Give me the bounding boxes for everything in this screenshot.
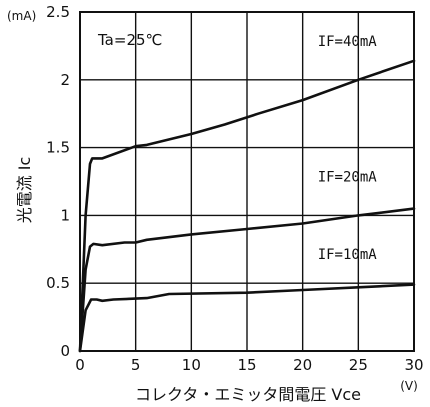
x-axis-title: コレクタ・エミッタ間電圧 Vce <box>135 385 361 404</box>
y-axis-title: 光電流 Ic <box>15 157 34 224</box>
y-tick-label-1: 0.5 <box>46 274 70 292</box>
series-label-0: IF=40mA <box>318 34 378 50</box>
series-label-1: IF=20mA <box>318 170 378 186</box>
series-label-2: IF=10mA <box>318 247 378 263</box>
y-tick-label-5: 2.5 <box>46 3 70 21</box>
x-axis-unit: (V) <box>400 379 418 393</box>
series-line-2 <box>78 283 416 353</box>
y-axis-unit: (mA) <box>7 9 36 23</box>
plot-frame <box>79 11 415 352</box>
series-line-1 <box>78 207 416 353</box>
grid-lines <box>80 12 414 351</box>
x-tick-label-2: 10 <box>182 356 201 374</box>
annotation-temperature: Ta=25℃ <box>97 31 162 49</box>
y-tick-label-0: 0 <box>60 342 70 360</box>
x-tick-label-1: 5 <box>131 356 141 374</box>
series-labels: IF=40mA IF=20mA IF=10mA <box>318 34 378 263</box>
tick-labels: 0 5 10 15 20 25 30 0 0.5 1 1.5 2 2.5 <box>46 3 423 374</box>
x-tick-label-6: 30 <box>404 356 423 374</box>
x-tick-label-4: 20 <box>293 356 312 374</box>
y-tick-label-2: 1 <box>60 206 70 224</box>
x-tick-label-3: 15 <box>237 356 256 374</box>
series-line-0 <box>78 59 416 353</box>
series-lines <box>78 59 416 353</box>
x-tick-label-0: 0 <box>75 356 85 374</box>
y-tick-label-3: 1.5 <box>46 139 70 157</box>
x-tick-label-5: 25 <box>349 356 368 374</box>
y-tick-label-4: 2 <box>60 71 70 89</box>
